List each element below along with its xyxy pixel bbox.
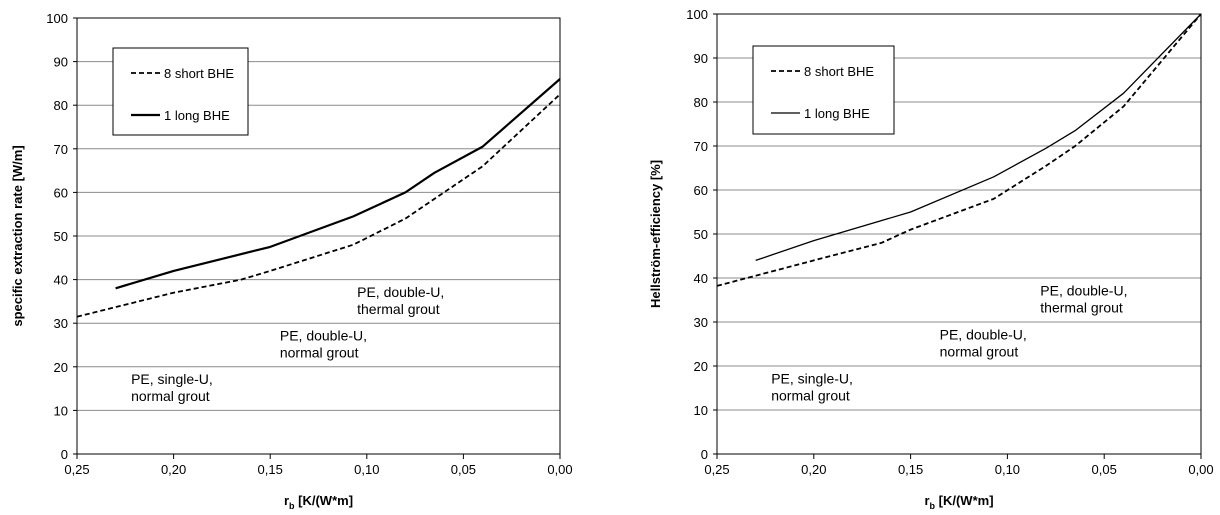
annotation: PE, double-U, thermal grout bbox=[1040, 283, 1127, 316]
x-tick-label: 0,05 bbox=[1092, 462, 1117, 477]
chart-1: 0 10 20 30 40 50 60 70 80 90 100 0,25 0,20 0,15 0,10 0,… bbox=[10, 11, 573, 511]
x-tick-label: 0,05 bbox=[451, 462, 476, 477]
legend-box bbox=[752, 45, 895, 135]
legend-label: 8 short BHE bbox=[164, 66, 234, 81]
series-line-8-short-bhe bbox=[716, 13, 1202, 287]
x-axis-label: rb [K/(W*m] bbox=[284, 493, 353, 511]
annotation-line: thermal grout bbox=[1040, 300, 1123, 316]
y-tick-label: 100 bbox=[46, 11, 68, 26]
annotation-line: normal grout bbox=[131, 388, 210, 404]
legend-label: 1 long BHE bbox=[164, 108, 230, 123]
y-axis-label: specific extraction rate [W/m] bbox=[10, 145, 25, 326]
x-tick-label: 0,00 bbox=[547, 462, 572, 477]
annotation-line: normal grout bbox=[940, 344, 1019, 360]
y-tick-label: 30 bbox=[54, 316, 68, 331]
x-tick-label: 0,20 bbox=[161, 462, 186, 477]
x-axis-label-unit: [K/(W*m] bbox=[295, 493, 354, 508]
annotation: PE, double-U, thermal grout bbox=[357, 284, 444, 317]
legend: 8 short BHE 1 long BHE bbox=[752, 45, 895, 135]
series-line-8-short-bhe bbox=[76, 93, 561, 318]
y-tick-label: 30 bbox=[694, 315, 708, 330]
chart-2: 0 10 20 30 40 50 60 70 80 90 100 0,25 0,20 0,15 0,10 0,… bbox=[648, 7, 1214, 511]
annotation: PE, double-U, normal grout bbox=[280, 328, 367, 361]
x-axis-label: rb [K/(W*m] bbox=[924, 493, 993, 511]
annotation-line: normal grout bbox=[771, 388, 850, 404]
y-tick-label: 60 bbox=[694, 183, 708, 198]
legend: 8 short BHE 1 long BHE bbox=[112, 47, 249, 136]
x-axis-label-unit: [K/(W*m] bbox=[935, 493, 994, 508]
y-tick-label: 20 bbox=[54, 360, 68, 375]
x-tick-label: 0,15 bbox=[898, 462, 923, 477]
y-tick-label: 0 bbox=[61, 447, 68, 462]
y-tick-label: 0 bbox=[701, 447, 708, 462]
x-tick-label: 0,15 bbox=[258, 462, 283, 477]
legend-label: 8 short BHE bbox=[804, 64, 874, 79]
plot-frame bbox=[76, 17, 561, 455]
x-axis-label-main: r bbox=[924, 493, 929, 508]
x-tick-label: 0,10 bbox=[995, 462, 1020, 477]
series-line-1-long-bhe bbox=[755, 13, 1202, 262]
y-tick-label: 100 bbox=[686, 7, 708, 22]
y-tick-label: 90 bbox=[54, 55, 68, 70]
y-axis-label: Hellström-efficiency [%] bbox=[648, 160, 663, 308]
x-tick-label: 0,00 bbox=[1188, 462, 1213, 477]
x-tick-label: 0,20 bbox=[801, 462, 826, 477]
y-tick-label: 80 bbox=[694, 95, 708, 110]
annotation-line: PE, double-U, bbox=[1040, 283, 1127, 299]
y-tick-label: 40 bbox=[694, 271, 708, 286]
annotation: PE, single-U, normal grout bbox=[771, 371, 853, 404]
y-tick-label: 80 bbox=[54, 98, 68, 113]
legend-box bbox=[112, 47, 249, 136]
annotation-line: PE, double-U, bbox=[357, 284, 444, 300]
annotation: PE, single-U, normal grout bbox=[131, 371, 213, 404]
y-tick-label: 70 bbox=[54, 142, 68, 157]
annotation-line: PE, single-U, bbox=[131, 371, 213, 387]
y-tick-label: 50 bbox=[694, 227, 708, 242]
annotation-line: PE, single-U, bbox=[771, 371, 853, 387]
plot-frame bbox=[716, 13, 1202, 455]
x-tick-label: 0,25 bbox=[704, 462, 729, 477]
y-tick-label: 60 bbox=[54, 185, 68, 200]
series-line-1-long-bhe bbox=[115, 78, 561, 290]
annotation-line: thermal grout bbox=[357, 301, 440, 317]
annotation-line: PE, double-U, bbox=[940, 327, 1027, 343]
y-tick-label: 90 bbox=[694, 51, 708, 66]
x-axis-label-sub: b bbox=[289, 501, 295, 511]
annotation: PE, double-U, normal grout bbox=[940, 327, 1027, 360]
x-axis-label-sub: b bbox=[930, 501, 936, 511]
legend-label: 1 long BHE bbox=[804, 106, 870, 121]
x-tick-label: 0,25 bbox=[64, 462, 89, 477]
y-tick-label: 10 bbox=[694, 403, 708, 418]
y-tick-label: 10 bbox=[54, 403, 68, 418]
y-tick-label: 20 bbox=[694, 359, 708, 374]
annotation-line: normal grout bbox=[280, 345, 359, 361]
annotation-line: PE, double-U, bbox=[280, 328, 367, 344]
y-tick-label: 50 bbox=[54, 229, 68, 244]
x-axis-label-main: r bbox=[284, 493, 289, 508]
y-tick-label: 70 bbox=[694, 139, 708, 154]
y-tick-label: 40 bbox=[54, 273, 68, 288]
x-tick-label: 0,10 bbox=[354, 462, 379, 477]
